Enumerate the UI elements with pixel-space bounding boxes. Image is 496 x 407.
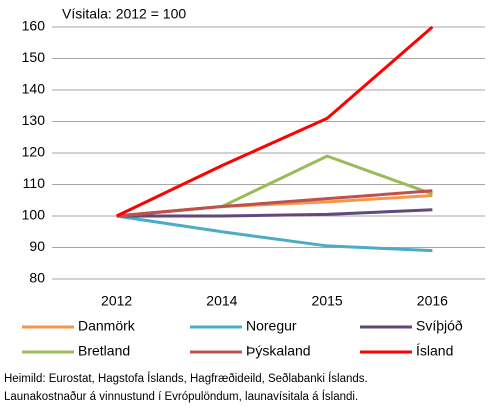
- legend-label: Svíþjóð: [416, 318, 463, 334]
- x-tick-label: 2014: [206, 293, 237, 309]
- series-line: [116, 208, 433, 218]
- series-line: [116, 154, 433, 218]
- y-tick-label: 130: [22, 112, 46, 128]
- series-line: [116, 189, 433, 218]
- y-tick-label: 150: [22, 49, 46, 65]
- y-tick-label: 140: [22, 81, 46, 97]
- legend-label: Ísland: [416, 343, 453, 359]
- chart-subtitle: Vísitala: 2012 = 100: [62, 6, 186, 22]
- x-tick-label: 2012: [101, 293, 132, 309]
- legend-label: Noregur: [246, 318, 297, 334]
- series-line: [115, 26, 434, 218]
- legend-label: Þýskaland: [246, 343, 311, 359]
- y-tick-label: 110: [23, 175, 46, 191]
- legend-label: Bretland: [78, 343, 130, 359]
- note: Launakostnaður á vinnustund í Evrópulönd…: [4, 390, 358, 403]
- y-tick-label: 120: [22, 144, 46, 160]
- note: Heimild: Eurostat, Hagstofa Íslands, Hag…: [4, 372, 368, 385]
- y-tick-label: 80: [29, 270, 45, 286]
- y-tick-label: 160: [22, 18, 46, 34]
- x-tick-label: 2016: [417, 293, 448, 309]
- x-tick-label: 2015: [312, 293, 343, 309]
- series-line: [116, 214, 433, 253]
- legend-label: Danmörk: [78, 318, 136, 334]
- y-tick-label: 100: [22, 207, 46, 223]
- y-tick-label: 90: [29, 238, 45, 254]
